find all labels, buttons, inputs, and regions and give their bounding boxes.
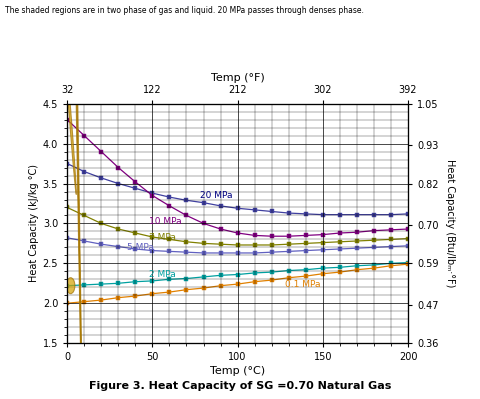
X-axis label: Temp (°F): Temp (°F) bbox=[211, 73, 264, 83]
Text: 5 MPa: 5 MPa bbox=[127, 243, 154, 252]
Y-axis label: Heat Capacity (kJ/kg °C): Heat Capacity (kJ/kg °C) bbox=[28, 164, 38, 282]
Text: Figure 3. Heat Capacity of SG =0.70 Natural Gas: Figure 3. Heat Capacity of SG =0.70 Natu… bbox=[89, 381, 391, 391]
Text: 20 MPa: 20 MPa bbox=[200, 191, 233, 200]
Text: 2 MPa: 2 MPa bbox=[149, 270, 176, 279]
Ellipse shape bbox=[65, 48, 76, 194]
Ellipse shape bbox=[76, 0, 83, 399]
X-axis label: Temp (°C): Temp (°C) bbox=[210, 366, 265, 376]
Text: The shaded regions are in two phase of gas and liquid. 20 MPa passes through den: The shaded regions are in two phase of g… bbox=[5, 6, 364, 15]
Text: 10 MPa: 10 MPa bbox=[149, 217, 181, 225]
Ellipse shape bbox=[66, 278, 75, 294]
Text: 7 MPa: 7 MPa bbox=[149, 233, 176, 242]
Y-axis label: Heat Capacity (Btu/lbₘ·°F): Heat Capacity (Btu/lbₘ·°F) bbox=[445, 159, 455, 288]
Text: 0.1 MPa: 0.1 MPa bbox=[285, 280, 321, 289]
Ellipse shape bbox=[75, 39, 83, 399]
